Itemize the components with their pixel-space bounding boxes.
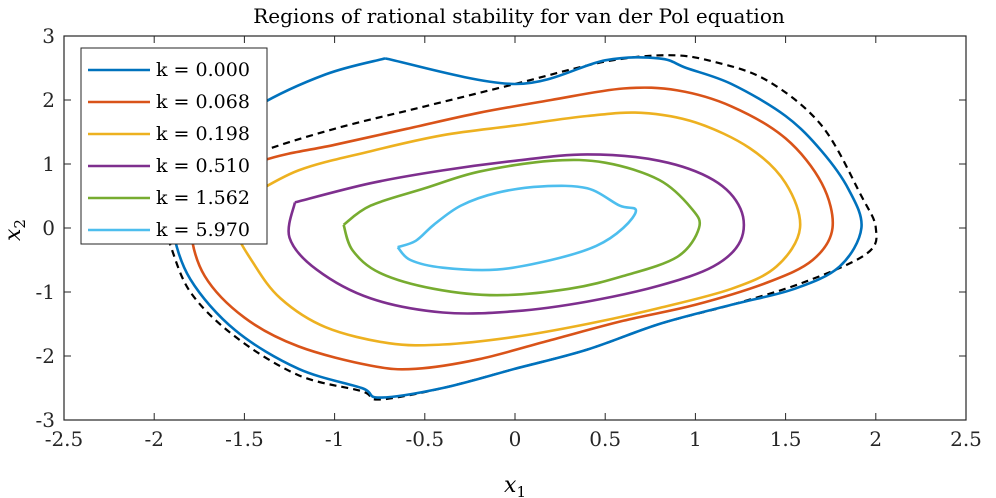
x-tick-label: -0.5 [406, 427, 445, 451]
x-tick-label: 0.5 [589, 427, 621, 451]
x-tick-label: -2.5 [45, 427, 84, 451]
y-axis-label: x2 [1, 219, 29, 241]
y-tick-label: 3 [42, 24, 55, 48]
x-tick-label: 2 [869, 427, 882, 451]
x-tick-label: 0 [509, 427, 522, 451]
series-curve-2 [233, 111, 802, 347]
x-tick-label: 1 [689, 427, 702, 451]
x-axis-label: x1 [504, 473, 526, 498]
y-tick-label: 1 [42, 152, 55, 176]
y-tick-label: 2 [42, 88, 55, 112]
legend-label: k = 0.068 [156, 91, 250, 113]
series-curve-1 [188, 86, 835, 371]
legend-label: k = 0.000 [156, 59, 250, 81]
x-tick-label: -1 [325, 427, 344, 451]
y-tick-label: 0 [42, 216, 55, 240]
x-tick-label: 1.5 [770, 427, 802, 451]
tick-group: -2.5 -2 -1.5 -1 -0.5 0 0.5 1 1.5 2 2.5 -3 -2 -1 0 1 2 3 [36, 24, 982, 451]
legend-label: k = 1.562 [156, 187, 250, 209]
legend-label: k = 0.198 [156, 123, 250, 145]
legend-label: k = 5.970 [156, 219, 250, 241]
x-tick-label: 2.5 [950, 427, 982, 451]
x-tick-label: -1.5 [225, 427, 264, 451]
y-tick-label: -2 [36, 344, 55, 368]
chart-title: Regions of rational stability for van de… [253, 4, 785, 28]
y-tick-label: -1 [36, 280, 55, 304]
x-tick-label: -2 [144, 427, 163, 451]
legend-label: k = 0.510 [156, 155, 250, 177]
series-curve-3 [287, 153, 746, 315]
series-curve-4 [342, 158, 702, 297]
legend-box [80, 47, 268, 245]
y-tick-label: -3 [36, 408, 55, 432]
legend: k = 0.000 k = 0.068 k = 0.198 k = 0.510 k = … [80, 47, 268, 245]
series-curve-5 [396, 184, 638, 272]
